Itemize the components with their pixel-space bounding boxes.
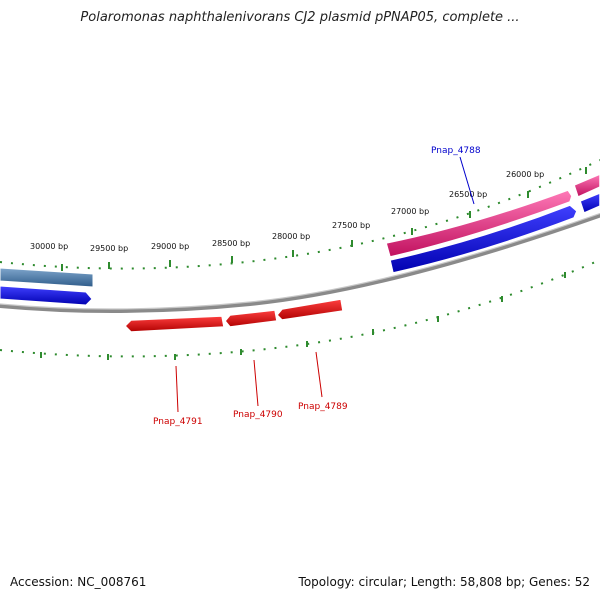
forward-cds-fragment [579, 192, 600, 215]
scale-label: 27500 bp [332, 221, 370, 230]
scale-label: 26500 bp [449, 190, 487, 199]
backbone-arc [0, 213, 600, 313]
scale-label: 28500 bp [212, 239, 250, 248]
inner-scale-ticks [0, 259, 600, 360]
gene-pnap-4791[interactable] [123, 315, 225, 333]
scale-label: 30000 bp [30, 242, 68, 251]
forward-cds-arrow [389, 204, 578, 274]
gene-pnap-4790[interactable] [224, 309, 278, 328]
gene-label-pnap-4791[interactable]: Pnap_4791 [153, 417, 203, 427]
scale-label: 26000 bp [506, 170, 544, 179]
topology-summary: Topology: circular; Length: 58,808 bp; G… [298, 575, 590, 589]
other-feature-track [0, 267, 94, 288]
outer-scale-ticks [0, 159, 600, 271]
scale-label: 28000 bp [272, 232, 310, 241]
forward-cds-arrow [0, 285, 93, 306]
map-title: Polaromonas naphthalenivorans CJ2 plasmi… [80, 10, 520, 25]
gene-pnap-4788[interactable] [385, 189, 573, 258]
label-leader [315, 351, 323, 398]
label-leader [459, 156, 475, 205]
accession-label: Accession: NC_008761 [10, 575, 147, 589]
gene-pnap-4789[interactable] [275, 298, 344, 321]
gene-label-pnap-4789[interactable]: Pnap_4789 [298, 402, 348, 412]
gene-label-pnap-4788[interactable]: Pnap_4788 [431, 146, 481, 156]
label-leader [175, 365, 179, 413]
label-leader [253, 359, 259, 407]
scale-label: 27000 bp [391, 207, 429, 216]
forward-gene-fragment [573, 173, 600, 199]
scale-label: 29000 bp [151, 242, 189, 251]
gene-label-pnap-4790[interactable]: Pnap_4790 [233, 410, 283, 420]
scale-label: 29500 bp [90, 244, 128, 253]
